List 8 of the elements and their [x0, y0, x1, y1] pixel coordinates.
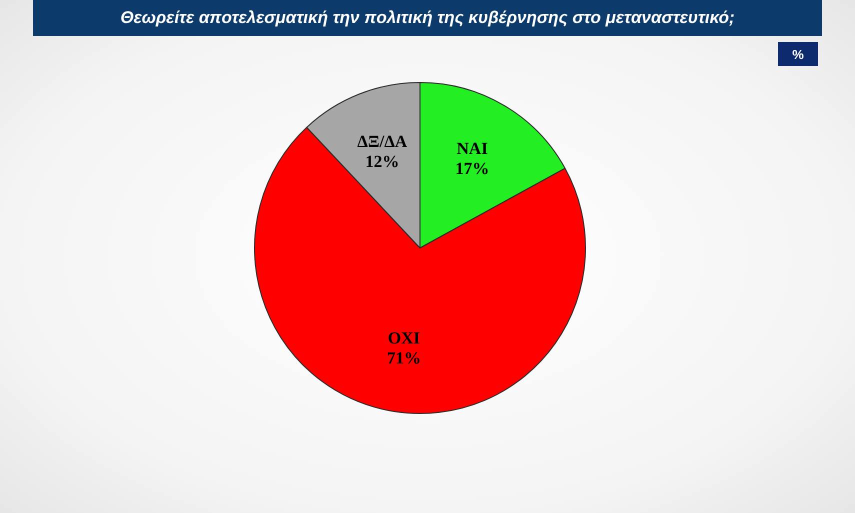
data-label: 17%: [455, 159, 490, 178]
data-label: 71%: [386, 348, 421, 368]
slice-label: ΝΑΙ: [456, 139, 488, 158]
text: %: [792, 46, 804, 62]
slice-label: ΔΞ/ΔΑ: [357, 132, 408, 151]
slice-label: ΟΧΙ: [388, 328, 420, 348]
chart-title: Θεωρείτε αποτελεσματική την πολιτική της κυβέρνησης στο μεταναστευτικό;: [120, 8, 735, 28]
data-label: 12%: [365, 152, 400, 171]
